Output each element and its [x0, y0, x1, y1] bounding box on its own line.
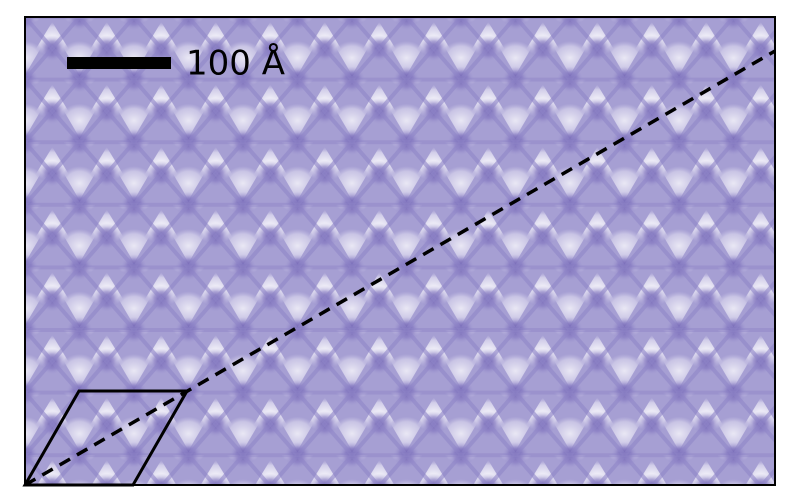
moire-image [25, 17, 775, 485]
image-frame [24, 16, 776, 486]
unit-cell [22, 389, 190, 487]
dashed-direction-line [24, 49, 776, 487]
scale-bar-label: 100 Å [186, 43, 285, 84]
